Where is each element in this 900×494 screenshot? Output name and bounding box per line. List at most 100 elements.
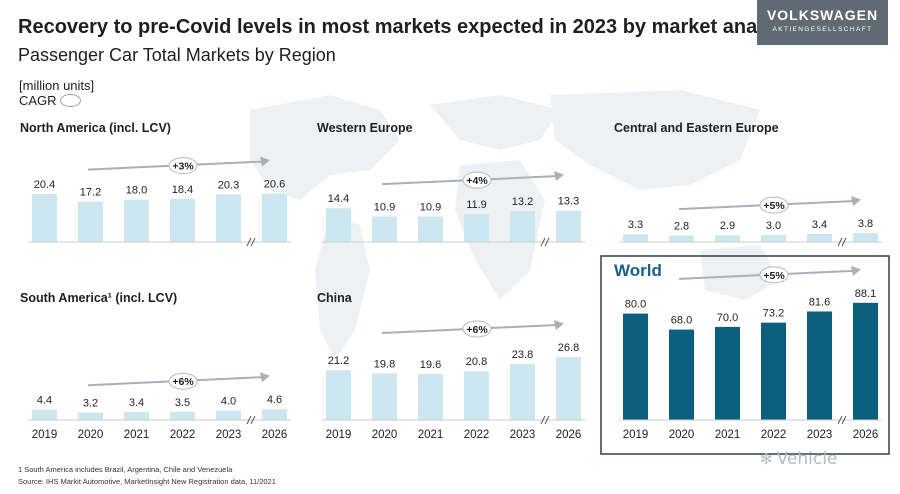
axis-break-a-china	[540, 415, 546, 425]
cagr-badge-south-america-incl-lcv	[168, 372, 198, 390]
axis-break-b-north-america-incl-lcv	[250, 237, 256, 247]
data-label-china-2021: 19.6	[420, 359, 441, 371]
cagr-value-south-america-incl-lcv: +6%	[172, 376, 194, 388]
logo-name: VOLKSWAGEN	[766, 7, 879, 23]
page-subtitle: Passenger Car Total Markets by Region	[18, 45, 336, 65]
bar-world-2020	[669, 329, 694, 420]
data-label-south-america-incl-lcv-2019: 4.4	[37, 395, 52, 407]
cagr-value-central-and-eastern-europe: +5%	[763, 200, 785, 212]
logo-subtitle: AKTIENGESELLSCHAFT	[772, 26, 873, 33]
tick-label-china-2020: 2020	[372, 429, 398, 441]
bar-south-america-incl-lcv-2026	[262, 409, 287, 420]
axis-break-b-western-europe	[544, 237, 550, 247]
data-label-world-2020: 68.0	[671, 315, 692, 327]
cagr-badge-world	[759, 266, 789, 284]
axis-break-a-western-europe	[540, 237, 546, 247]
bar-south-america-incl-lcv-2019	[32, 409, 57, 420]
data-label-china-2023: 23.8	[512, 349, 533, 361]
axis-break-a-central-and-eastern-europe	[837, 237, 843, 247]
data-label-china-2022: 20.8	[466, 356, 487, 368]
data-label-south-america-incl-lcv-2026: 4.6	[267, 394, 282, 406]
cagr-value-china: +6%	[466, 324, 488, 336]
bar-north-america-incl-lcv-2022	[170, 198, 195, 242]
data-label-western-europe-2020: 10.9	[374, 201, 395, 213]
bar-north-america-incl-lcv-2019	[32, 194, 57, 242]
data-label-world-2023: 81.6	[809, 296, 830, 308]
tick-label-south-america-incl-lcv-2019: 2019	[32, 429, 58, 441]
bar-south-america-incl-lcv-2023	[216, 410, 241, 420]
bar-china-2026	[556, 357, 581, 420]
axis-break-b-central-and-eastern-europe	[841, 237, 847, 247]
bar-central-and-eastern-europe-2023	[807, 234, 832, 242]
data-label-central-and-eastern-europe-2023: 3.4	[812, 219, 827, 231]
bar-western-europe-2020	[372, 216, 397, 242]
data-label-western-europe-2026: 13.3	[558, 196, 579, 208]
cagr-value-western-europe: +4%	[466, 175, 488, 187]
axis-break-a-north-america-incl-lcv	[246, 237, 252, 247]
cagr-legend: CAGR	[19, 93, 81, 108]
data-label-south-america-incl-lcv-2022: 3.5	[175, 397, 190, 409]
axis-break-a-south-america-incl-lcv	[246, 415, 252, 425]
bar-western-europe-2019	[326, 208, 351, 242]
tick-label-china-2022: 2022	[464, 429, 490, 441]
cagr-badge-western-europe	[462, 171, 492, 189]
bar-china-2019	[326, 370, 351, 420]
cagr-badge-china	[462, 320, 492, 338]
tick-label-china-2026: 2026	[556, 429, 582, 441]
data-label-world-2022: 73.2	[763, 308, 784, 320]
data-label-world-2021: 70.0	[717, 312, 738, 324]
tick-label-south-america-incl-lcv-2026: 2026	[262, 429, 288, 441]
bar-world-2021	[715, 326, 740, 420]
bar-central-and-eastern-europe-2020	[669, 235, 694, 242]
volkswagen-logo: VOLKSWAGEN AKTIENGESELLSCHAFT	[757, 0, 888, 45]
tick-label-world-2023: 2023	[807, 429, 833, 441]
bar-central-and-eastern-europe-2022	[761, 234, 786, 242]
chart-title-south-america-incl-lcv: South America¹ (incl. LCV)	[20, 291, 177, 305]
watermark-text: Vehicle	[776, 449, 838, 469]
tick-label-china-2019: 2019	[326, 429, 352, 441]
data-label-central-and-eastern-europe-2021: 2.9	[720, 220, 735, 232]
data-label-north-america-incl-lcv-2022: 18.4	[172, 184, 193, 196]
source-note: Source: IHS Markit Automotive, MarketIns…	[18, 477, 276, 486]
data-label-world-2019: 80.0	[625, 299, 646, 311]
data-label-north-america-incl-lcv-2023: 20.3	[218, 179, 239, 191]
chart-title-north-america-incl-lcv: North America (incl. LCV)	[20, 121, 171, 135]
data-label-central-and-eastern-europe-2022: 3.0	[766, 220, 781, 232]
cagr-arrowhead-world	[851, 265, 861, 276]
cagr-value-north-america-incl-lcv: +3%	[172, 161, 194, 173]
tick-label-south-america-incl-lcv-2023: 2023	[216, 429, 242, 441]
cagr-arrowhead-western-europe	[554, 171, 564, 182]
data-label-north-america-incl-lcv-2019: 20.4	[34, 179, 55, 191]
unit-label: [million units]	[19, 78, 95, 93]
bar-world-2022	[761, 322, 786, 420]
page-title: Recovery to pre-Covid levels in most mar…	[18, 16, 803, 38]
footnote: 1 South America includes Brazil, Argenti…	[18, 465, 233, 474]
bar-world-2026	[853, 302, 878, 420]
cagr-arrowhead-central-and-eastern-europe	[851, 196, 861, 207]
tick-label-world-2026: 2026	[853, 429, 879, 441]
bar-north-america-incl-lcv-2026	[262, 193, 287, 242]
bar-south-america-incl-lcv-2021	[124, 412, 149, 420]
data-label-north-america-incl-lcv-2026: 20.6	[264, 179, 285, 191]
data-label-western-europe-2023: 13.2	[512, 196, 533, 208]
data-label-western-europe-2019: 14.4	[328, 193, 349, 205]
axis-break-b-south-america-incl-lcv	[250, 415, 256, 425]
world-panel-border	[600, 255, 890, 455]
data-label-central-and-eastern-europe-2026: 3.8	[858, 218, 873, 230]
bar-central-and-eastern-europe-2019	[623, 234, 648, 242]
data-label-central-and-eastern-europe-2020: 2.8	[674, 220, 689, 232]
tick-label-world-2019: 2019	[623, 429, 649, 441]
tick-label-world-2020: 2020	[669, 429, 695, 441]
data-label-china-2019: 21.2	[328, 355, 349, 367]
cagr-arrowhead-china	[554, 320, 564, 331]
bar-north-america-incl-lcv-2020	[78, 201, 103, 242]
tick-label-south-america-incl-lcv-2020: 2020	[78, 429, 104, 441]
bar-china-2021	[418, 373, 443, 420]
data-label-western-europe-2022: 11.9	[466, 199, 487, 211]
axis-break-a-world	[837, 415, 843, 425]
axis-break-b-world	[841, 415, 847, 425]
cagr-ellipse-icon	[59, 94, 81, 107]
bar-world-2019	[623, 313, 648, 420]
